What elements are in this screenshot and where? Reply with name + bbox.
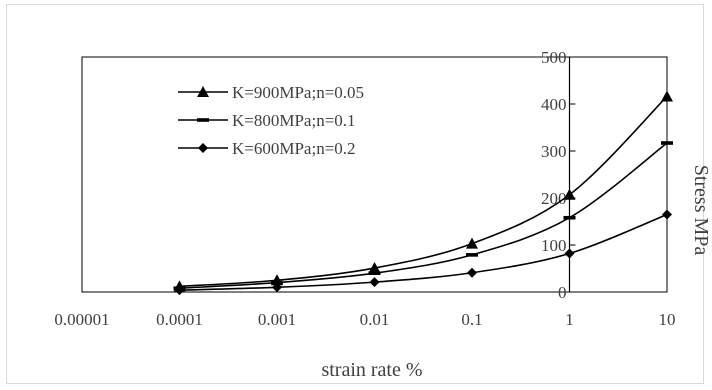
series-line <box>179 95 668 288</box>
dash-marker <box>661 141 673 145</box>
triangle-marker <box>368 262 381 274</box>
diamond-marker <box>662 209 672 220</box>
legend-entry: K=800MPa;n=0.1 <box>178 111 356 130</box>
legend-label: K=800MPa;n=0.1 <box>232 111 356 130</box>
dash-marker <box>197 118 209 122</box>
legend-entry: K=600MPa;n=0.2 <box>178 139 356 158</box>
series <box>174 209 672 296</box>
legend-label: K=900MPa;n=0.05 <box>232 83 364 102</box>
y-axis-title: Stress MPa <box>690 165 712 256</box>
diamond-marker <box>272 282 282 293</box>
x-tick-label: 0.00001 <box>54 310 109 329</box>
x-tick-label: 0.001 <box>258 310 296 329</box>
dash-marker <box>466 253 478 257</box>
legend-entry: K=900MPa;n=0.05 <box>178 83 364 102</box>
diamond-marker <box>467 267 477 278</box>
y-tick-label: 300 <box>541 142 567 161</box>
x-tick-label: 0.0001 <box>156 310 203 329</box>
triangle-marker <box>466 237 478 249</box>
y-tick-label: 400 <box>541 95 567 114</box>
x-tick-label: 0.01 <box>360 310 390 329</box>
triangle-marker <box>563 188 576 200</box>
x-axis-title: strain rate % <box>321 359 422 381</box>
x-tick-label: 0.1 <box>461 310 482 329</box>
series-group <box>173 90 673 296</box>
plot-area <box>81 56 668 293</box>
triangle-marker <box>197 86 209 97</box>
dash-marker <box>563 215 576 220</box>
diamond-marker <box>174 285 185 296</box>
diamond-marker <box>369 277 380 288</box>
diamond-marker <box>564 248 575 259</box>
y-tick-label: 100 <box>541 236 567 255</box>
x-tick-label: 1 <box>565 310 574 329</box>
legend-label: K=600MPa;n=0.2 <box>232 139 356 158</box>
y-tick-label: 500 <box>541 48 567 67</box>
y-tick-label: 200 <box>541 189 567 208</box>
legend: K=900MPa;n=0.05 K=800MPa;n=0.1 K=600MPa;n=… <box>178 83 364 158</box>
diamond-marker <box>198 143 208 153</box>
series-line <box>179 213 668 291</box>
y-tick-label: 0 <box>558 283 567 302</box>
x-tick-label: 10 <box>659 310 676 329</box>
triangle-marker <box>661 90 673 102</box>
x-axis: 0.00001 0.0001 0.001 0.01 0.1 1 10 <box>54 310 675 329</box>
dash-marker <box>368 271 381 275</box>
